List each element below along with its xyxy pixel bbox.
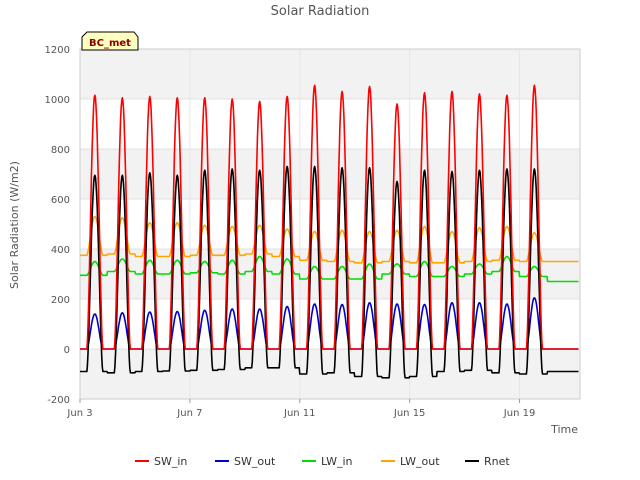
x-tick-label: Jun 3 <box>66 408 92 419</box>
gridlines <box>79 48 580 400</box>
chart-title: Solar Radiation <box>271 4 370 19</box>
y-axis-ticks: -200 0 200 400 600 800 1000 1200 <box>45 45 70 406</box>
site-badge-box <box>81 31 139 51</box>
x-tick-label: Jun 7 <box>176 408 202 419</box>
series-line-rnet <box>79 165 579 379</box>
y-tick-label: 400 <box>51 245 70 256</box>
legend-label: LW_in <box>321 455 353 468</box>
series-line-lw-out <box>79 215 579 264</box>
grid-band <box>80 149 580 199</box>
legend-label: Rnet <box>484 455 510 468</box>
grid-band <box>80 349 580 399</box>
grid-bands <box>80 49 580 399</box>
y-tick-label: 800 <box>51 145 70 156</box>
x-tick-label: Jun 15 <box>393 408 426 419</box>
legend-label: SW_out <box>234 455 276 468</box>
site-badge-label: BC_met <box>89 38 131 49</box>
series-line-sw-in <box>79 84 579 350</box>
x-axis-ticks: Jun 3 Jun 7 Jun 11 Jun 15 Jun 19 <box>66 399 535 419</box>
legend-label: LW_out <box>400 455 440 468</box>
y-tick-label: 0 <box>64 345 70 356</box>
x-axis-label: Time <box>550 423 578 436</box>
y-tick-label: -200 <box>47 395 70 406</box>
y-tick-label: 600 <box>51 195 70 206</box>
y-tick-label: 1000 <box>45 95 70 106</box>
series-layer <box>79 84 579 379</box>
series-line-lw-in <box>79 255 579 283</box>
y-axis-label: Solar Radiation (W/m2) <box>8 161 21 289</box>
plot-frame <box>79 48 581 400</box>
legend-label: SW_in <box>154 455 187 468</box>
y-tick-label: 200 <box>51 295 70 306</box>
site-badge: BC_met <box>81 31 139 51</box>
grid-band <box>80 49 580 99</box>
x-tick-label: Jun 19 <box>503 408 536 419</box>
y-tick-label: 1200 <box>45 45 70 56</box>
x-tick-label: Jun 11 <box>283 408 316 419</box>
legend: SW_in SW_out LW_in LW_out Rnet <box>135 455 510 468</box>
